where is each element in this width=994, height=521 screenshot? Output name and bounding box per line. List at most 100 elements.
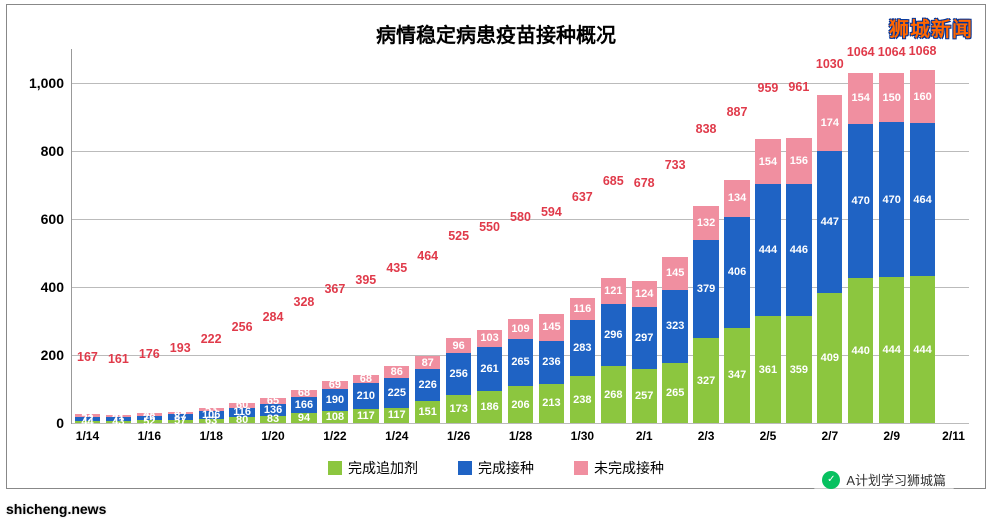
bar-total-label: 733 (665, 158, 686, 172)
bar-segment-booster: 186 (477, 391, 502, 423)
bar-column: 4094471741030 (817, 73, 842, 423)
bar-segment-booster: 238 (570, 376, 595, 423)
wechat-tag: ✓ A计划学习狮城篇 (814, 468, 954, 491)
bar-segment-full: 236 (539, 341, 564, 384)
bar-segment-partial: 87 (415, 356, 440, 368)
legend-label: 完成接种 (478, 458, 534, 478)
bar-column: 4404701541064 (848, 61, 873, 423)
plot-area: 02004006008001,0004472511674371471615276… (71, 49, 969, 424)
bar-column: 10819069367 (322, 298, 347, 423)
bar-segment-full: 379 (693, 240, 718, 338)
bar-column: 327379132838 (693, 138, 718, 423)
wechat-icon: ✓ (822, 471, 840, 489)
bar-segment-full: 190 (322, 389, 347, 411)
bar-total-label: 222 (201, 332, 222, 346)
bar-segment-full: 447 (817, 151, 842, 293)
bar-column: 268296121685 (601, 190, 626, 423)
watermark-top-right: 狮城新闻 (889, 13, 973, 42)
bar-segment-full: 256 (446, 353, 471, 395)
bar-segment-booster: 444 (879, 277, 904, 423)
x-axis-label: 2/5 (760, 429, 777, 443)
bar-total-label: 435 (386, 261, 407, 275)
bar-segment-partial: 68 (291, 390, 316, 397)
x-axis-label: 1/20 (261, 429, 284, 443)
bar-segment-partial: 86 (384, 366, 409, 377)
bar-total-label: 1030 (816, 57, 844, 71)
chart-title: 病情稳定病患疫苗接种概况 (11, 19, 981, 48)
x-axis-label: 1/22 (323, 429, 346, 443)
bar-segment-booster: 268 (601, 366, 626, 423)
bar-segment-booster: 327 (693, 338, 718, 423)
bar-column: 238283116637 (570, 206, 595, 423)
bar-total-label: 176 (139, 347, 160, 361)
bar-segment-booster: 347 (724, 328, 749, 423)
x-axis-label: 2/3 (698, 429, 715, 443)
x-axis-label: 2/7 (821, 429, 838, 443)
bar-column: 213236145594 (539, 221, 564, 423)
bar-column: 265323145733 (662, 174, 687, 423)
legend-label: 完成追加剂 (348, 458, 418, 478)
bar-column: 447251167 (75, 366, 100, 423)
x-axis-label: 1/24 (385, 429, 408, 443)
bar-segment-full: 283 (570, 320, 595, 376)
bar-total-label: 525 (448, 229, 469, 243)
y-axis-label: 400 (41, 279, 64, 295)
x-axis-label: 1/30 (571, 429, 594, 443)
bar-segment-booster: 83 (260, 416, 285, 423)
bar-segment-partial: 124 (632, 281, 657, 307)
bar-segment-booster: 361 (755, 316, 780, 423)
bar-segment-booster: 117 (353, 409, 378, 423)
bar-column: 8011660256 (229, 336, 254, 423)
bar-column: 9416668328 (291, 311, 316, 423)
bar-segment-full: 444 (755, 184, 780, 316)
y-axis-label: 600 (41, 211, 64, 227)
bar-total-label: 1068 (909, 44, 937, 58)
y-axis-label: 800 (41, 143, 64, 159)
bar-segment-full: 210 (353, 383, 378, 409)
bar-segment-full: 226 (415, 369, 440, 401)
bar-segment-partial: 103 (477, 330, 502, 348)
bar-segment-partial: 69 (322, 381, 347, 389)
chart-inner: 病情稳定病患疫苗接种概况 狮城新闻 02004006008001,0004472… (11, 9, 981, 484)
bar-segment-partial: 109 (508, 319, 533, 339)
bar-segment-partial: 154 (848, 73, 873, 124)
x-axis-label: 1/18 (200, 429, 223, 443)
bar-column: 17325696525 (446, 245, 471, 424)
bar-segment-booster: 173 (446, 395, 471, 423)
legend-swatch (458, 461, 472, 475)
x-axis-label: 1/14 (76, 429, 99, 443)
legend-item-booster: 完成追加剂 (328, 458, 418, 478)
bar-segment-full: 225 (384, 378, 409, 408)
bar-segment-full: 261 (477, 347, 502, 391)
bar-total-label: 395 (355, 273, 376, 287)
x-axis-label: 1/16 (138, 429, 161, 443)
bar-segment-booster: 440 (848, 278, 873, 423)
bar-segment-booster: 257 (632, 369, 657, 423)
bar-segment-partial: 160 (910, 70, 935, 123)
bar-segment-full: 265 (508, 339, 533, 387)
bar-column: 4444701501064 (879, 61, 904, 423)
bar-segment-partial: 174 (817, 95, 842, 150)
bar-column: 186261103550 (477, 236, 502, 423)
bar-total-label: 550 (479, 220, 500, 234)
x-axis-label: 2/9 (883, 429, 900, 443)
bar-column: 15122687464 (415, 265, 440, 423)
bar-segment-full: 470 (879, 122, 904, 277)
bar-column: 578749193 (168, 357, 193, 423)
bar-total-label: 1064 (878, 45, 906, 59)
bar-segment-booster: 94 (291, 413, 316, 423)
x-axis-label: 2/11 (942, 429, 965, 443)
y-axis-label: 1,000 (29, 75, 64, 91)
bar-total-label: 580 (510, 210, 531, 224)
bar-segment-partial: 154 (755, 139, 780, 185)
bar-segment-full: 166 (291, 397, 316, 414)
bar-segment-booster: 44 (75, 421, 100, 423)
bar-segment-full: 406 (724, 217, 749, 328)
bar-segment-partial: 96 (446, 338, 471, 354)
bar-column: 347406134887 (724, 121, 749, 423)
bar-segment-booster: 57 (168, 420, 193, 423)
bar-total-label: 838 (696, 122, 717, 136)
bar-segment-partial: 68 (353, 375, 378, 383)
bar-segment-partial: 145 (539, 314, 564, 341)
bar-segment-partial: 145 (662, 257, 687, 290)
